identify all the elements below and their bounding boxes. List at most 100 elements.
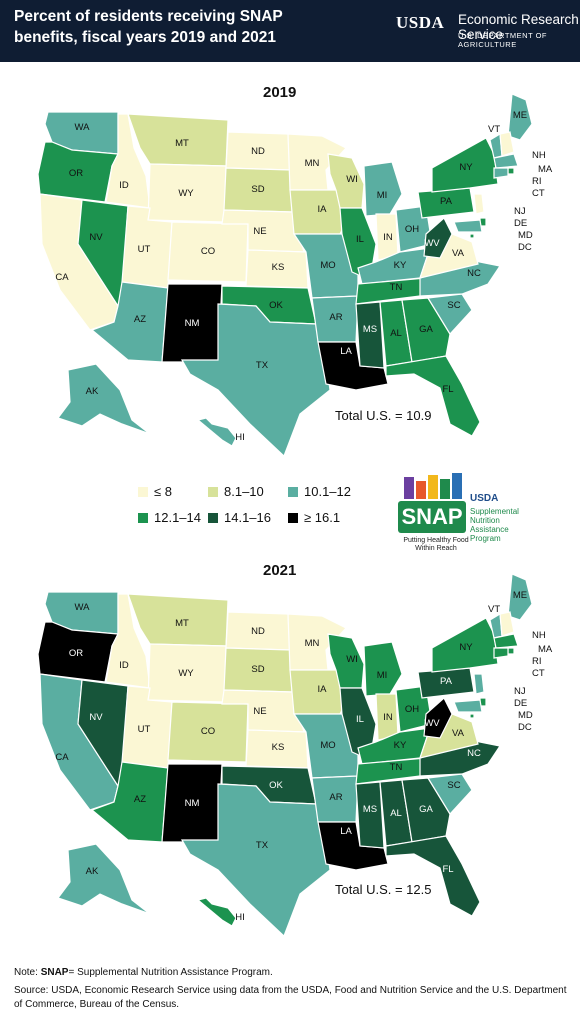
state-label-sc: SC xyxy=(447,780,460,791)
state-label-sd: SD xyxy=(251,184,264,195)
state-label-wa: WA xyxy=(75,122,91,133)
legend-item: ≥ 16.1 xyxy=(288,510,340,525)
state-label-hi: HI xyxy=(235,432,245,443)
state-md xyxy=(453,699,483,713)
state-me xyxy=(507,573,533,621)
state-label-wi: WI xyxy=(346,654,358,665)
state-label-oh: OH xyxy=(405,704,419,715)
state-tx xyxy=(180,303,331,458)
state-label-il: IL xyxy=(356,714,364,725)
state-ri xyxy=(507,167,515,175)
legend-item: 10.1–12 xyxy=(288,484,351,499)
state-nh xyxy=(499,611,515,637)
produce-icon xyxy=(404,473,462,499)
state-label-mt: MT xyxy=(175,138,189,149)
state-label-sd: SD xyxy=(251,664,264,675)
state-sc xyxy=(426,773,473,815)
state-label-fl: FL xyxy=(442,864,453,875)
state-label-id: ID xyxy=(119,660,129,671)
state-label-ri: RI xyxy=(532,176,542,187)
state-ma xyxy=(493,153,519,169)
state-label-va: VA xyxy=(452,248,465,259)
state-label-la: LA xyxy=(340,826,352,837)
legend-swatch xyxy=(208,512,218,523)
state-mi xyxy=(363,161,403,217)
legend-item: 12.1–14 xyxy=(138,510,201,525)
legend-swatch xyxy=(138,486,148,497)
state-label-tn: TN xyxy=(390,762,403,773)
state-label-az: AZ xyxy=(134,794,146,805)
state-ms xyxy=(355,781,385,849)
snap-usda: USDA xyxy=(470,493,499,504)
state-label-mt: MT xyxy=(175,618,189,629)
agency-name: Economic Research Service xyxy=(458,12,579,42)
state-ny xyxy=(431,617,499,673)
state-label-me: ME xyxy=(513,590,527,601)
state-label-pa: PA xyxy=(440,676,453,687)
state-label-in: IN xyxy=(383,712,393,723)
state-label-ak: AK xyxy=(86,866,99,877)
state-me xyxy=(507,93,533,141)
state-label-ny: NY xyxy=(459,162,473,173)
header: Percent of residents receiving SNAP bene… xyxy=(0,0,580,62)
state-dc xyxy=(469,713,475,719)
state-label-ga: GA xyxy=(419,324,433,335)
legend-swatch xyxy=(208,486,218,497)
state-label-wy: WY xyxy=(178,668,194,679)
state-label-nd: ND xyxy=(251,146,265,157)
state-label-md: MD xyxy=(518,230,533,241)
state-label-mn: MN xyxy=(305,158,320,169)
legend-item: 8.1–10 xyxy=(208,484,264,499)
state-label-la: LA xyxy=(340,346,352,357)
map-2021: 2021 WA OR CA NV ID MT WY UT CO AZ NM ND SD NE KS OK TX M… xyxy=(0,552,580,952)
state-label-nh: NH xyxy=(532,630,546,641)
state-label-il: IL xyxy=(356,234,364,245)
state-label-ar: AR xyxy=(329,312,342,323)
state-label-pa: PA xyxy=(440,196,453,207)
map-year-label: 2021 xyxy=(263,562,297,579)
state-label-in: IN xyxy=(383,232,393,243)
legend-item: ≤ 8 xyxy=(138,484,172,499)
legend-swatch xyxy=(138,512,148,523)
state-label-ms: MS xyxy=(363,324,377,335)
state-label-tn: TN xyxy=(390,282,403,293)
state-nj xyxy=(473,673,485,695)
state-label-tx: TX xyxy=(256,360,269,371)
source: Source: USDA, Economic Research Service … xyxy=(14,985,567,1010)
state-label-ma: MA xyxy=(538,644,553,655)
state-fl xyxy=(385,835,481,917)
usda-logo: USDA xyxy=(396,13,445,32)
state-label-nd: ND xyxy=(251,626,265,637)
state-label-or: OR xyxy=(69,648,83,659)
map-year-label: 2019 xyxy=(263,84,297,101)
state-label-ar: AR xyxy=(329,792,342,803)
state-label-md: MD xyxy=(518,710,533,721)
state-wv xyxy=(423,697,453,739)
state-label-nc: NC xyxy=(467,268,481,279)
state-sc xyxy=(426,293,473,335)
state-label-ct: CT xyxy=(532,668,545,679)
state-label-va: VA xyxy=(452,728,465,739)
us-total-label: Total U.S. = 12.5 xyxy=(335,882,432,897)
state-label-mi: MI xyxy=(377,190,388,201)
state-tx xyxy=(180,783,331,938)
state-label-ak: AK xyxy=(86,386,99,397)
state-ri xyxy=(507,647,515,655)
state-fl xyxy=(385,355,481,437)
us-total-label: Total U.S. = 10.9 xyxy=(335,408,432,423)
state-ga xyxy=(401,777,451,843)
state-label-de: DE xyxy=(514,698,527,709)
state-nj xyxy=(473,193,485,215)
snap-wordmark: SNAP xyxy=(398,501,466,533)
state-label-fl: FL xyxy=(442,384,453,395)
map-2019: 2019 WA OR CA NV ID MT WY UT CO AZ NM ND SD NE KS OK TX M… xyxy=(0,72,580,472)
state-label-ri: RI xyxy=(532,656,542,667)
legend-swatch xyxy=(288,486,298,497)
footer: Note: SNAP= Supplemental Nutrition Assis… xyxy=(14,966,574,1012)
state-label-dc: DC xyxy=(518,242,532,253)
state-label-ia: IA xyxy=(318,204,328,215)
state-label-ne: NE xyxy=(253,706,266,717)
state-label-co: CO xyxy=(201,726,215,737)
department-name: U.S. DEPARTMENT OF AGRICULTURE xyxy=(458,31,548,49)
state-ma xyxy=(493,633,519,649)
